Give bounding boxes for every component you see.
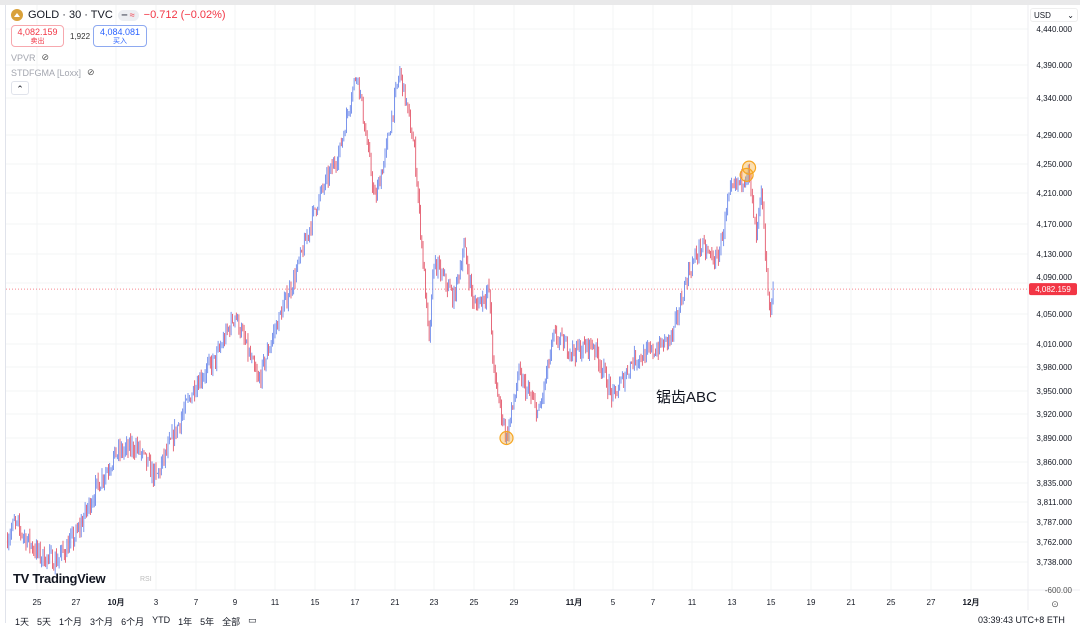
x-tick-label: 12月 bbox=[963, 598, 980, 607]
currency-label: USD bbox=[1034, 11, 1051, 20]
y-tick-label: 4,130.000 bbox=[1036, 250, 1072, 259]
y-tick-label: 4,390.000 bbox=[1036, 61, 1072, 70]
y-tick-label: 3,980.000 bbox=[1036, 363, 1072, 372]
clock-time: 03:39:43 UTC+8 bbox=[978, 615, 1045, 625]
x-tick-label: 25 bbox=[33, 598, 42, 607]
buy-label: 买入 bbox=[113, 38, 127, 45]
y-tick-label: 4,090.000 bbox=[1036, 273, 1072, 282]
y-tick-label: 3,787.000 bbox=[1036, 518, 1072, 527]
x-tick-label: 29 bbox=[510, 598, 519, 607]
last-price-label: 4,082.159 bbox=[1035, 285, 1071, 294]
equal-approx-icon[interactable]: ━ ≈ bbox=[117, 9, 139, 21]
x-tick-label: 11月 bbox=[566, 598, 582, 607]
x-tick-label: 21 bbox=[391, 598, 400, 607]
chevron-down-icon: ⌄ bbox=[1067, 11, 1074, 20]
x-tick-label: 27 bbox=[927, 598, 936, 607]
collapse-legend-button[interactable]: ⌃ bbox=[11, 81, 29, 95]
x-tick-label: 15 bbox=[767, 598, 776, 607]
x-tick-label: 13 bbox=[728, 598, 737, 607]
x-tick-label: 7 bbox=[194, 598, 199, 607]
y-tick-label: 4,250.000 bbox=[1036, 160, 1072, 169]
calendar-icon[interactable]: ▭ bbox=[248, 615, 257, 625]
indicator-name: STDFGMA [Loxx] bbox=[11, 67, 82, 78]
range-1y[interactable]: 1年 bbox=[178, 617, 193, 627]
y-tick-label: 3,890.000 bbox=[1036, 434, 1072, 443]
y-tick-label: 3,811.000 bbox=[1037, 498, 1073, 507]
last-price-badge bbox=[1029, 283, 1077, 296]
range-all[interactable]: 全部 bbox=[222, 617, 241, 627]
sell-label: 卖出 bbox=[30, 38, 45, 45]
indicator-stdfgma[interactable]: STDFGMA [Loxx] ⊘ bbox=[11, 67, 95, 78]
buy-price: 4,084.081 bbox=[99, 27, 141, 37]
range-5y[interactable]: 5年 bbox=[200, 617, 215, 627]
x-tick-label: 23 bbox=[430, 598, 439, 607]
y-tick-label: 4,210.000 bbox=[1036, 189, 1072, 198]
x-tick-label: 10月 bbox=[108, 598, 125, 607]
buy-button[interactable]: 4,084.081 买入 bbox=[93, 25, 147, 47]
x-tick-label: 7 bbox=[651, 598, 656, 607]
x-tick-label: 3 bbox=[154, 598, 159, 607]
symbol-legend: GOLD · 30 · TVC ━ ≈ −0.712 (−0.02%) bbox=[11, 9, 226, 21]
x-tick-label: 25 bbox=[470, 598, 479, 607]
session-label[interactable]: ETH bbox=[1046, 615, 1065, 625]
y-tick-label: 4,050.000 bbox=[1036, 310, 1072, 319]
y-tick-label: 3,835.000 bbox=[1036, 479, 1072, 488]
spread-value: 1,922 bbox=[70, 32, 91, 41]
chart-annotation[interactable]: 锯齿ABC bbox=[656, 389, 717, 406]
y-tick-label: 4,170.000 bbox=[1036, 220, 1072, 229]
currency-selector[interactable]: USD ⌄ bbox=[1030, 8, 1078, 22]
y-tick-label: 4,010.000 bbox=[1036, 340, 1072, 349]
eye-hidden-icon[interactable]: ⊘ bbox=[87, 67, 95, 77]
y-tick-label: 4,440.000 bbox=[1036, 25, 1072, 34]
y-tick-label: 3,860.000 bbox=[1036, 458, 1072, 467]
indicator-name: VPVR bbox=[11, 52, 36, 63]
x-tick-label: 19 bbox=[807, 598, 816, 607]
x-tick-label: 9 bbox=[233, 598, 238, 607]
range-1m[interactable]: 1个月 bbox=[59, 617, 83, 627]
indicator-vpvr[interactable]: VPVR ⊘ bbox=[11, 52, 49, 63]
x-tick-label: 15 bbox=[311, 598, 320, 607]
range-ytd[interactable]: YTD bbox=[152, 615, 171, 625]
chart-frame bbox=[5, 5, 1080, 623]
price-change: −0.712 (−0.02%) bbox=[143, 9, 226, 21]
x-tick-label: 11 bbox=[271, 598, 280, 607]
clock[interactable]: 03:39:43 UTC+8 ETH bbox=[978, 615, 1065, 625]
y-tick-label: 3,762.000 bbox=[1036, 538, 1072, 547]
x-tick-label: 11 bbox=[688, 598, 697, 607]
tradingview-logo: TV TradingView bbox=[13, 571, 106, 586]
range-5d[interactable]: 5天 bbox=[37, 617, 52, 627]
settings-icon: ⊙ bbox=[1051, 599, 1059, 609]
x-tick-label: 25 bbox=[887, 598, 896, 607]
y-tick-label: 4,340.000 bbox=[1036, 94, 1072, 103]
symbol-title[interactable]: GOLD · 30 · TVC bbox=[28, 9, 113, 21]
range-toolbar: 1天 5天 1个月 3个月 6个月 YTD 1年 5年 全部 ▭ bbox=[15, 615, 257, 628]
y-tick-label: 3,920.000 bbox=[1036, 410, 1072, 419]
y-tick-label: 4,290.000 bbox=[1036, 131, 1072, 140]
sell-button[interactable]: 4,082.159 卖出 bbox=[11, 25, 64, 47]
range-6m[interactable]: 6个月 bbox=[121, 617, 145, 627]
brand-name: TradingView bbox=[32, 571, 106, 586]
x-tick-label: 21 bbox=[847, 598, 856, 607]
x-tick-label: 5 bbox=[611, 598, 616, 607]
pivot-marker bbox=[741, 160, 757, 175]
range-3m[interactable]: 3个月 bbox=[90, 617, 114, 627]
sell-price: 4,082.159 bbox=[17, 27, 58, 37]
pivot-marker bbox=[499, 430, 514, 446]
sub-pane-tick: -600.00 bbox=[1045, 586, 1073, 595]
window-top-bar bbox=[0, 0, 1080, 5]
range-1d[interactable]: 1天 bbox=[15, 617, 30, 627]
x-tick-label: 27 bbox=[72, 598, 81, 607]
gold-logo-icon bbox=[11, 9, 23, 21]
y-tick-label: 3,950.000 bbox=[1036, 387, 1072, 396]
rsi-pane-label: RSI bbox=[140, 576, 152, 583]
y-tick-label: 3,738.000 bbox=[1036, 558, 1072, 567]
x-tick-label: 17 bbox=[351, 598, 360, 607]
eye-hidden-icon[interactable]: ⊘ bbox=[41, 52, 50, 62]
